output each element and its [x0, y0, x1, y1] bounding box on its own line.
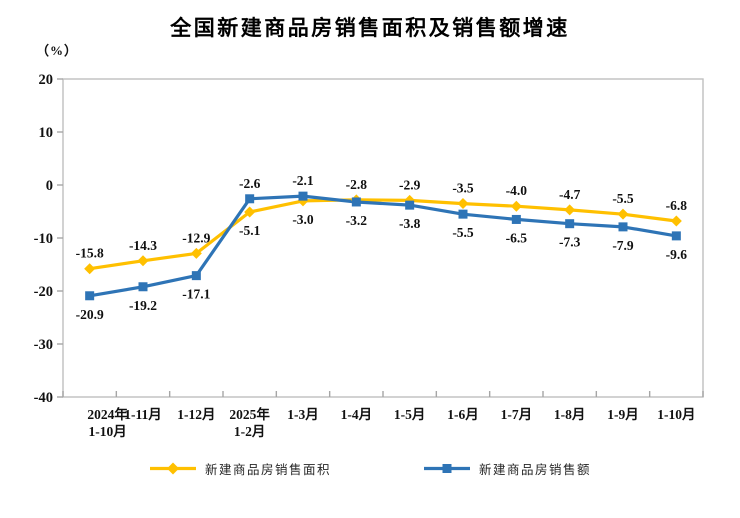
- y-axis-tick-label: -10: [34, 231, 53, 247]
- data-label: -6.5: [506, 230, 528, 245]
- data-label: -6.8: [666, 198, 688, 213]
- legend-label-sales-amount: 新建商品房销售额: [479, 463, 592, 477]
- data-point-marker: [405, 200, 415, 210]
- x-axis-tick-label: 1-7月: [501, 407, 533, 422]
- data-label: -2.1: [292, 173, 314, 188]
- data-label: -9.6: [666, 247, 688, 262]
- x-axis-tick-label: 2024年: [87, 406, 128, 422]
- y-axis-tick-label: 20: [39, 72, 54, 88]
- y-axis-unit-label: （%）: [36, 43, 79, 58]
- data-label: -7.9: [612, 238, 634, 253]
- data-point-marker: [245, 194, 255, 204]
- legend-label-sales-area: 新建商品房销售面积: [204, 463, 331, 477]
- sales-amount-series-marker-icon: [424, 464, 470, 473]
- data-point-marker: [617, 208, 629, 220]
- data-label: -5.5: [452, 225, 474, 240]
- x-axis-tick-label: 1-6月: [447, 407, 479, 422]
- data-label: -3.5: [452, 181, 474, 196]
- data-point-marker: [137, 255, 149, 267]
- x-axis-tick-label: 1-10月: [657, 407, 695, 422]
- data-label: -2.8: [346, 177, 368, 192]
- data-point-marker: [510, 200, 522, 212]
- data-point-marker: [191, 271, 201, 281]
- series-line-1: [88, 194, 678, 298]
- y-axis-tick-label: 10: [39, 125, 54, 141]
- data-point-marker: [618, 222, 628, 232]
- data-label: -3.8: [399, 216, 421, 231]
- data-label: -5.5: [612, 191, 634, 206]
- x-axis-tick-label: 1-4月: [341, 407, 373, 422]
- x-axis-tick-label: 1-12月: [177, 407, 215, 422]
- data-point-marker: [565, 219, 575, 229]
- data-point-marker: [138, 282, 148, 292]
- data-point-marker: [670, 215, 682, 227]
- y-axis-tick-label: -40: [34, 390, 53, 406]
- data-label: -12.9: [182, 230, 210, 245]
- data-label: -20.9: [76, 307, 104, 322]
- data-point-marker: [85, 291, 95, 301]
- data-point-marker: [511, 214, 521, 224]
- plot-border: [62, 78, 704, 398]
- legend-item-sales-area: 新建商品房销售面积: [149, 459, 331, 478]
- data-point-marker: [457, 198, 469, 210]
- series-line-0: [88, 198, 678, 271]
- data-label: -5.1: [239, 223, 261, 238]
- y-axis-tick-label: 0: [46, 178, 53, 194]
- data-point-marker: [190, 247, 202, 259]
- chart-title: 全国新建商品房销售面积及销售额增速: [170, 17, 570, 40]
- chart-legend: 新建商品房销售面积 新建商品房销售额: [0, 459, 740, 478]
- x-axis-tick-label: 1-3月: [287, 407, 319, 422]
- data-point-marker: [351, 197, 361, 207]
- x-axis-tick-label: 1-8月: [554, 407, 586, 422]
- data-label: -14.3: [129, 238, 157, 253]
- data-point-marker: [564, 204, 576, 216]
- y-axis-tick-label: -20: [34, 284, 53, 300]
- data-label: -19.2: [129, 298, 157, 313]
- data-point-marker: [244, 206, 256, 218]
- data-label: -7.3: [559, 235, 581, 250]
- x-axis-tick-label: 2025年: [229, 406, 270, 422]
- sales-area-series-marker-icon: [149, 462, 196, 475]
- x-axis-tick-label: 1-10月: [89, 424, 127, 439]
- data-label: -4.0: [506, 183, 528, 198]
- data-point-marker: [671, 231, 681, 241]
- data-point-marker: [458, 209, 468, 219]
- x-axis-tick-label: 1-5月: [394, 407, 426, 422]
- x-axis-tick-label: 1-9月: [607, 407, 639, 422]
- data-label: -15.8: [76, 246, 104, 261]
- data-label: -2.6: [239, 176, 261, 191]
- legend-item-sales-amount: 新建商品房销售额: [423, 459, 591, 478]
- data-label: -3.2: [346, 213, 368, 228]
- data-label: -17.1: [182, 287, 210, 302]
- data-label: -2.9: [399, 177, 421, 192]
- x-axis-tick-label: 1-11月: [124, 407, 162, 422]
- data-label: -3.0: [292, 212, 314, 227]
- y-axis-tick-label: -30: [34, 337, 53, 353]
- data-point-marker: [298, 191, 308, 201]
- x-axis-tick-label: 1-2月: [234, 424, 266, 439]
- data-point-marker: [84, 263, 96, 275]
- data-label: -4.7: [559, 187, 581, 202]
